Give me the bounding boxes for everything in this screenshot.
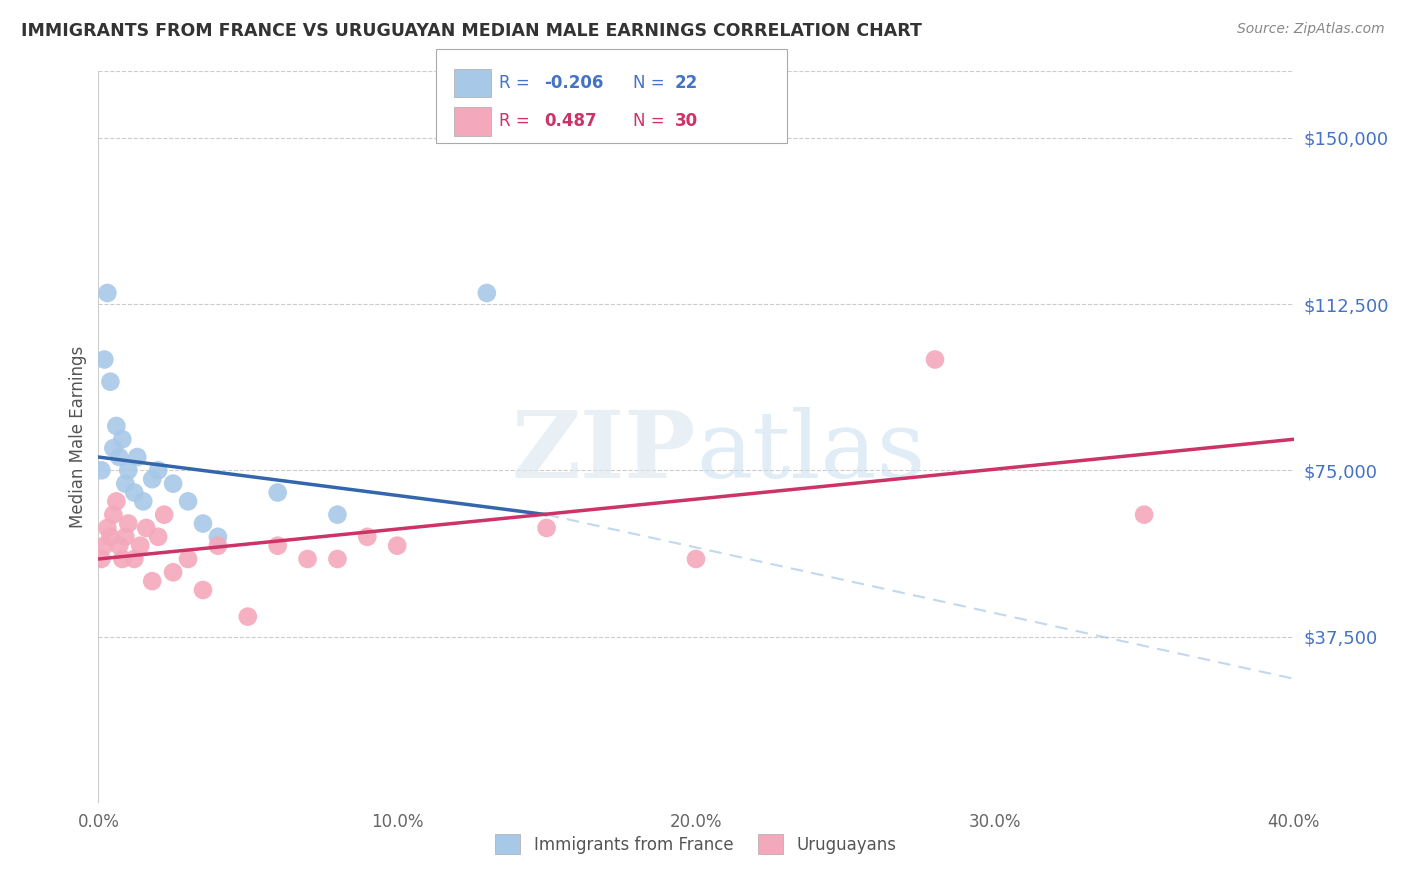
Point xyxy=(103,441,125,455)
Point xyxy=(132,494,155,508)
Point xyxy=(108,539,131,553)
Point xyxy=(111,432,134,446)
Point xyxy=(117,516,139,531)
Text: R =: R = xyxy=(499,74,536,92)
Point xyxy=(191,582,214,597)
Point xyxy=(207,530,229,544)
Point xyxy=(124,485,146,500)
Point xyxy=(105,419,128,434)
Point xyxy=(685,552,707,566)
Point xyxy=(191,516,214,531)
Point xyxy=(326,552,349,566)
Text: 22: 22 xyxy=(675,74,699,92)
Point xyxy=(177,552,200,566)
Point xyxy=(536,521,558,535)
Point xyxy=(111,552,134,566)
Point xyxy=(1133,508,1156,522)
Point xyxy=(124,552,146,566)
Point xyxy=(326,508,349,522)
Legend: Immigrants from France, Uruguayans: Immigrants from France, Uruguayans xyxy=(489,828,903,860)
Point xyxy=(162,476,184,491)
Point xyxy=(98,375,122,389)
Text: N =: N = xyxy=(633,112,669,130)
Text: 0.487: 0.487 xyxy=(544,112,596,130)
Text: Source: ZipAtlas.com: Source: ZipAtlas.com xyxy=(1237,22,1385,37)
Point xyxy=(90,552,112,566)
Point xyxy=(96,521,118,535)
Text: -0.206: -0.206 xyxy=(544,74,603,92)
Point xyxy=(93,539,115,553)
Text: 30: 30 xyxy=(675,112,697,130)
Point xyxy=(297,552,319,566)
Point xyxy=(141,472,163,486)
Point xyxy=(177,494,200,508)
Point xyxy=(267,539,290,553)
Point xyxy=(103,508,125,522)
Text: atlas: atlas xyxy=(696,407,925,497)
Point xyxy=(207,539,229,553)
Point xyxy=(117,463,139,477)
Point xyxy=(141,574,163,589)
Point xyxy=(236,609,259,624)
Point xyxy=(98,530,122,544)
Point xyxy=(385,539,409,553)
Point xyxy=(129,539,152,553)
Point xyxy=(356,530,378,544)
Point xyxy=(153,508,176,522)
Point xyxy=(105,494,128,508)
Point xyxy=(93,352,115,367)
Point xyxy=(96,285,118,300)
Point xyxy=(108,450,131,464)
Point xyxy=(148,463,170,477)
Point xyxy=(162,566,184,580)
Text: ZIP: ZIP xyxy=(512,407,696,497)
Text: R =: R = xyxy=(499,112,536,130)
Point xyxy=(114,530,136,544)
Point xyxy=(90,463,112,477)
Point xyxy=(148,530,170,544)
Point xyxy=(475,285,498,300)
Text: IMMIGRANTS FROM FRANCE VS URUGUAYAN MEDIAN MALE EARNINGS CORRELATION CHART: IMMIGRANTS FROM FRANCE VS URUGUAYAN MEDI… xyxy=(21,22,922,40)
Y-axis label: Median Male Earnings: Median Male Earnings xyxy=(69,346,87,528)
Point xyxy=(114,476,136,491)
Point xyxy=(267,485,290,500)
Point xyxy=(127,450,149,464)
Point xyxy=(924,352,946,367)
Point xyxy=(135,521,157,535)
Text: N =: N = xyxy=(633,74,669,92)
